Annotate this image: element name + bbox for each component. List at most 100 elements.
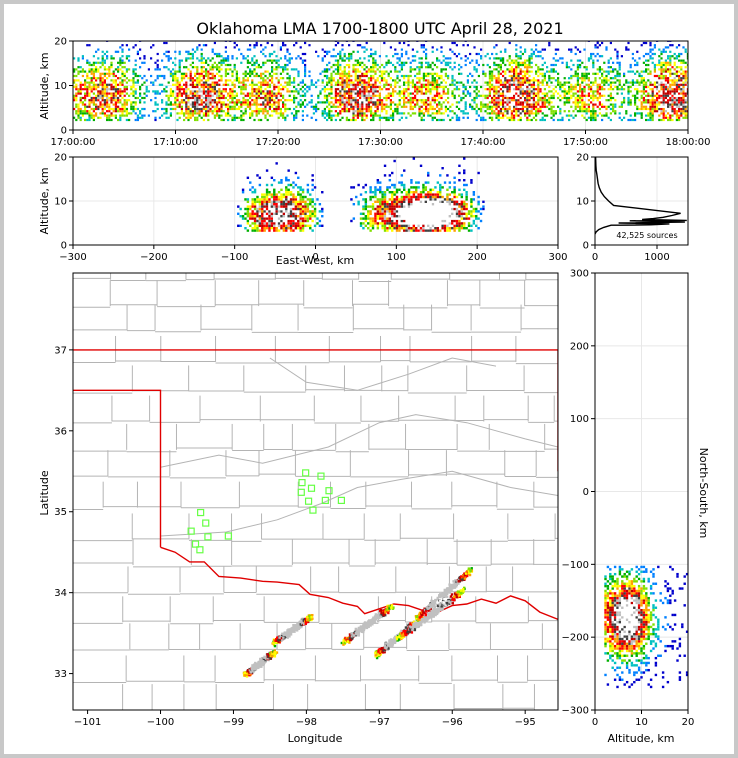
ew-height-cell [263,207,266,211]
time-height-cell [669,55,672,58]
ew-height-cell [301,222,305,225]
ew-height-cell [285,227,288,230]
time-height-cell [242,57,245,60]
ew-height-cell [253,212,257,215]
time-height-cell [209,66,212,69]
time-height-cell [361,94,364,97]
time-height-cell [361,74,364,78]
time-height-cell [627,90,630,93]
time-height-cell [634,63,637,67]
time-height-cell [541,103,544,106]
time-height-cell [614,74,617,78]
time-height-cell [431,107,434,111]
time-height-cell [660,83,663,86]
time-height-cell [453,66,456,69]
time-height-cell [387,105,390,108]
time-height-cell [499,94,502,97]
ew-height-cell [364,219,368,223]
time-height-cell [209,110,212,113]
time-height-cell [378,99,381,102]
time-height-cell [134,96,137,100]
time-height-cell [121,44,124,47]
time-height-cell [328,116,331,119]
time-height-cell [678,66,681,69]
time-height-cell [614,99,617,102]
time-height-cell [222,61,225,64]
time-height-cell [251,79,254,82]
time-height-cell [548,41,551,45]
time-height-cell [449,118,452,122]
time-height-cell [125,55,128,58]
time-height-cell [675,112,678,115]
time-height-cell [491,101,494,104]
time-height-cell [207,94,210,97]
time-height-cell [627,41,630,45]
time-height-cell [348,85,351,89]
time-height-cell [526,81,529,84]
time-height-cell [563,77,566,80]
time-height-cell [97,99,100,102]
time-height-cell [145,90,148,93]
time-height-cell [462,110,465,113]
time-height-cell [609,92,612,95]
time-height-cell [686,112,688,115]
time-height-cell [477,74,480,78]
time-height-cell [224,90,227,93]
time-height-cell [161,114,164,117]
time-height-cell [517,79,520,82]
time-height-cell [440,96,443,100]
time-height-cell [156,52,159,56]
time-height-cell [73,74,76,78]
time-height-cell [394,66,397,69]
time-height-cell [260,77,263,80]
time-height-cell [669,57,672,60]
time-height-cell [308,74,311,78]
time-height-cell [460,66,463,69]
time-height-cell [684,112,687,115]
time-height-cell [601,118,604,122]
time-height-cell [271,99,274,102]
time-height-cell [205,88,208,91]
time-height-cell [343,85,346,89]
time-height-cell [596,114,599,117]
time-height-cell [114,101,117,104]
time-height-cell [387,59,390,62]
time-height-cell [444,105,447,108]
time-height-cell [660,110,663,113]
time-height-cell [645,90,648,93]
time-height-cell [495,68,498,71]
time-height-cell [583,110,586,113]
ew-height-cell [294,222,298,225]
time-height-cell [387,96,390,100]
time-height-cell [88,44,91,47]
time-height-cell [92,107,95,111]
time-height-cell [209,83,212,86]
time-height-cell [387,61,390,64]
time-height-cell [172,103,175,106]
time-height-cell [73,57,76,60]
time-height-cell [466,44,469,47]
time-height-cell [251,103,254,106]
time-height-cell [282,70,285,73]
time-height-cell [216,68,219,71]
time-height-cell [154,79,157,82]
time-height-cell [119,59,122,62]
time-height-cell [343,83,346,86]
time-height-cell [425,105,428,108]
time-height-cell [532,112,535,115]
time-height-cell [339,63,342,67]
time-height-cell [367,99,370,102]
time-height-cell [686,57,688,60]
time-height-cell [649,50,652,53]
time-height-cell [359,105,362,108]
time-height-cell [572,92,575,95]
time-height-cell [488,77,491,80]
time-height-cell [414,55,417,58]
time-height-cell [526,66,529,69]
time-height-cell [541,83,544,86]
time-height-cell [196,116,199,119]
time-height-cell [235,92,238,95]
ew-height-cell [311,212,314,215]
time-height-cell [678,99,681,102]
time-height-cell [587,92,590,95]
